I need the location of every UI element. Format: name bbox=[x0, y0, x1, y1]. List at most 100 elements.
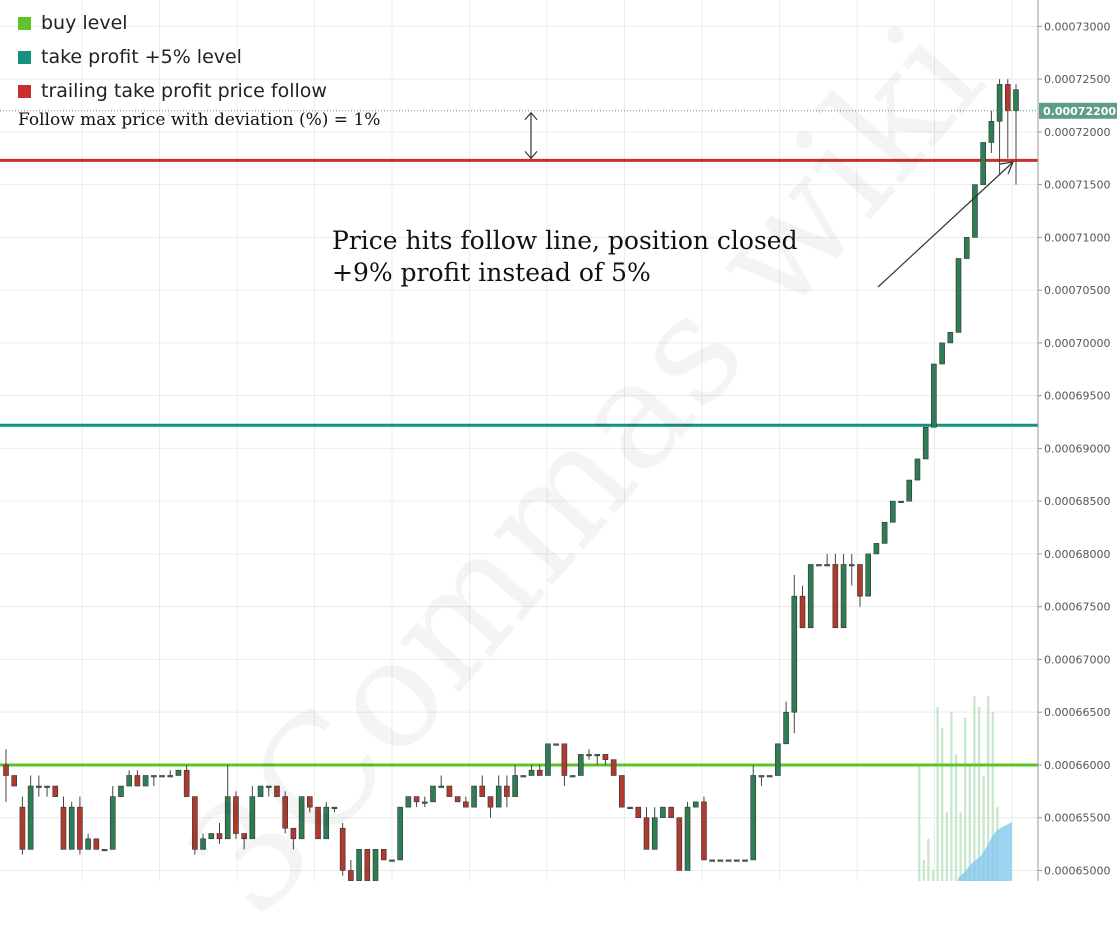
candle-body bbox=[216, 833, 223, 840]
candle-body bbox=[520, 775, 527, 778]
candle-body bbox=[610, 759, 617, 776]
candle-body bbox=[955, 258, 962, 333]
candle-body bbox=[512, 775, 518, 797]
candle-body bbox=[356, 849, 362, 882]
candle-body bbox=[430, 785, 436, 803]
candle-body bbox=[988, 121, 995, 143]
current-price-label: 0.00072200 bbox=[1043, 105, 1116, 118]
candle-body bbox=[68, 806, 75, 850]
candle-body bbox=[192, 796, 198, 850]
candle-body bbox=[766, 775, 773, 778]
candle-body bbox=[873, 543, 880, 555]
candle-body bbox=[27, 785, 34, 850]
candle-body bbox=[233, 796, 239, 834]
candle-body bbox=[643, 817, 650, 850]
candle-body bbox=[734, 859, 740, 862]
candle-body bbox=[972, 184, 978, 238]
candle-body bbox=[200, 838, 206, 850]
volume-bar bbox=[987, 696, 990, 881]
candle-body bbox=[274, 785, 280, 797]
candle-body bbox=[963, 237, 970, 259]
candle-body bbox=[142, 775, 149, 787]
candle-body bbox=[1004, 84, 1011, 112]
chart-svg: 0.00072200 0.00065000 0.00065500 0.0006600… bbox=[0, 0, 1117, 882]
follow-deviation-note: Follow max price with deviation (%) = 1% bbox=[18, 110, 381, 130]
legend-swatch bbox=[18, 50, 31, 64]
candle-body bbox=[446, 785, 453, 797]
candle-body bbox=[421, 801, 428, 804]
candle-body bbox=[389, 859, 395, 862]
candle-body bbox=[224, 796, 231, 840]
current-price-tag bbox=[1039, 102, 1117, 119]
candle-body bbox=[536, 769, 543, 776]
candle-body bbox=[651, 817, 658, 850]
candle-body bbox=[914, 458, 921, 481]
candle-body bbox=[980, 142, 986, 185]
candle-body bbox=[832, 564, 839, 629]
y-tick-label: 0.00073000 bbox=[1044, 20, 1110, 33]
candles bbox=[3, 79, 1019, 882]
y-tick-label: 0.00065000 bbox=[1044, 864, 1110, 877]
legend-label: take profit +5% level bbox=[41, 46, 242, 68]
y-tick-label: 0.00071000 bbox=[1044, 231, 1110, 244]
candle-body bbox=[898, 500, 904, 503]
candlestick-chart: 0.00072200 0.00065000 0.00065500 0.0006600… bbox=[0, 0, 1117, 882]
candle-body bbox=[635, 806, 642, 818]
candle-body bbox=[479, 785, 486, 797]
volume-bar bbox=[950, 712, 953, 881]
candle-body bbox=[692, 801, 699, 808]
y-tick-label: 0.00068500 bbox=[1044, 495, 1110, 508]
candle-body bbox=[463, 801, 469, 808]
candle-body bbox=[11, 775, 18, 787]
candle-body bbox=[298, 796, 305, 840]
candle-body bbox=[783, 711, 789, 745]
candle-body bbox=[931, 363, 937, 428]
candle-body bbox=[816, 564, 822, 567]
price-axis: 0.00065000 0.00065500 0.00066000 0.00066500… bbox=[1037, 0, 1110, 881]
deviation-arrow-head-up bbox=[524, 111, 538, 121]
volume-bar bbox=[977, 706, 981, 881]
candle-body bbox=[996, 84, 1003, 122]
candle-body bbox=[569, 775, 576, 778]
candle-body bbox=[159, 775, 165, 778]
candle-body bbox=[709, 859, 715, 862]
volume-bar bbox=[927, 838, 930, 881]
candle-body bbox=[799, 595, 806, 629]
legend-swatch bbox=[18, 16, 31, 30]
deviation-arrow-head-down bbox=[524, 150, 538, 160]
candle-body bbox=[315, 806, 321, 840]
volume-bar bbox=[982, 775, 985, 881]
candle-body bbox=[77, 806, 83, 850]
grid bbox=[0, 0, 1038, 881]
candle-body bbox=[372, 849, 379, 882]
y-tick-label: 0.00072500 bbox=[1044, 73, 1110, 86]
candle-body bbox=[504, 785, 510, 797]
candle-body bbox=[947, 332, 954, 344]
volume-bar bbox=[973, 696, 976, 881]
candle-body bbox=[487, 796, 494, 808]
y-tick-label: 0.00067000 bbox=[1044, 653, 1110, 666]
candle-body bbox=[257, 785, 264, 797]
candle-body bbox=[118, 785, 124, 797]
candle-body bbox=[495, 785, 502, 808]
candle-body bbox=[906, 479, 913, 502]
candle-body bbox=[52, 785, 59, 797]
candle-body bbox=[307, 796, 313, 808]
candle-body bbox=[3, 764, 9, 776]
y-tick-label: 0.00069500 bbox=[1044, 390, 1110, 403]
level-lines bbox=[0, 158, 1038, 767]
candle-body bbox=[939, 342, 945, 365]
candle-body bbox=[750, 775, 757, 861]
candle-body bbox=[742, 859, 748, 862]
candle-body bbox=[290, 827, 297, 840]
candle-body bbox=[19, 806, 26, 850]
candle-body bbox=[528, 769, 535, 776]
volume-bar bbox=[918, 764, 921, 881]
candle-body bbox=[241, 833, 247, 840]
candle-body bbox=[775, 743, 781, 776]
candle-body bbox=[282, 796, 288, 829]
volume-bar bbox=[945, 812, 948, 881]
legend-label: buy level bbox=[41, 12, 128, 34]
candle-body bbox=[577, 754, 584, 776]
candle-body bbox=[1013, 89, 1019, 112]
